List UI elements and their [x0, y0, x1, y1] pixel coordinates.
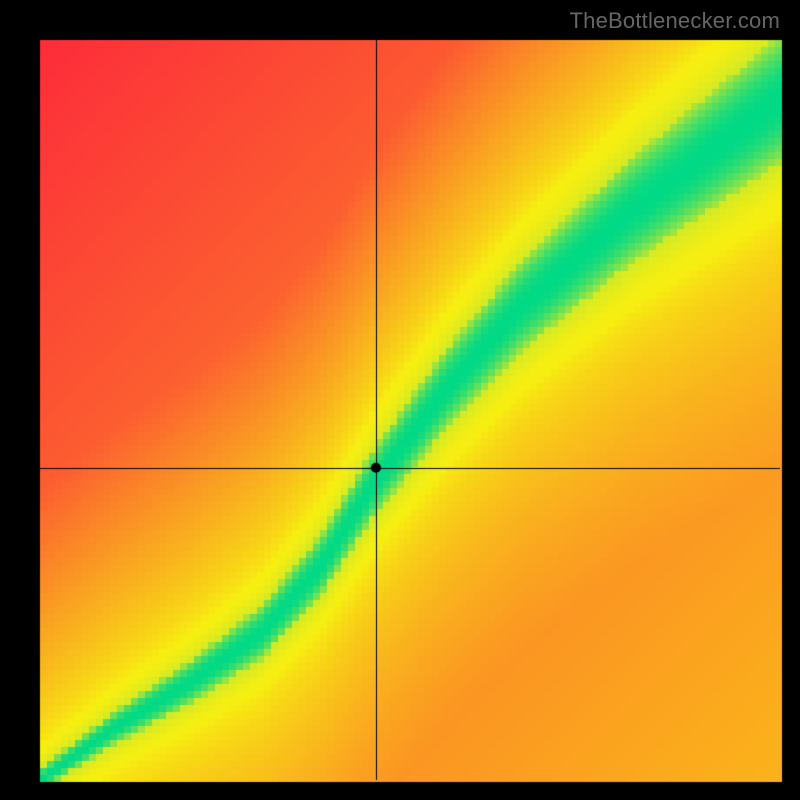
watermark-text: TheBottlenecker.com	[570, 8, 780, 34]
heatmap-canvas	[0, 0, 800, 800]
chart-container: TheBottlenecker.com	[0, 0, 800, 800]
